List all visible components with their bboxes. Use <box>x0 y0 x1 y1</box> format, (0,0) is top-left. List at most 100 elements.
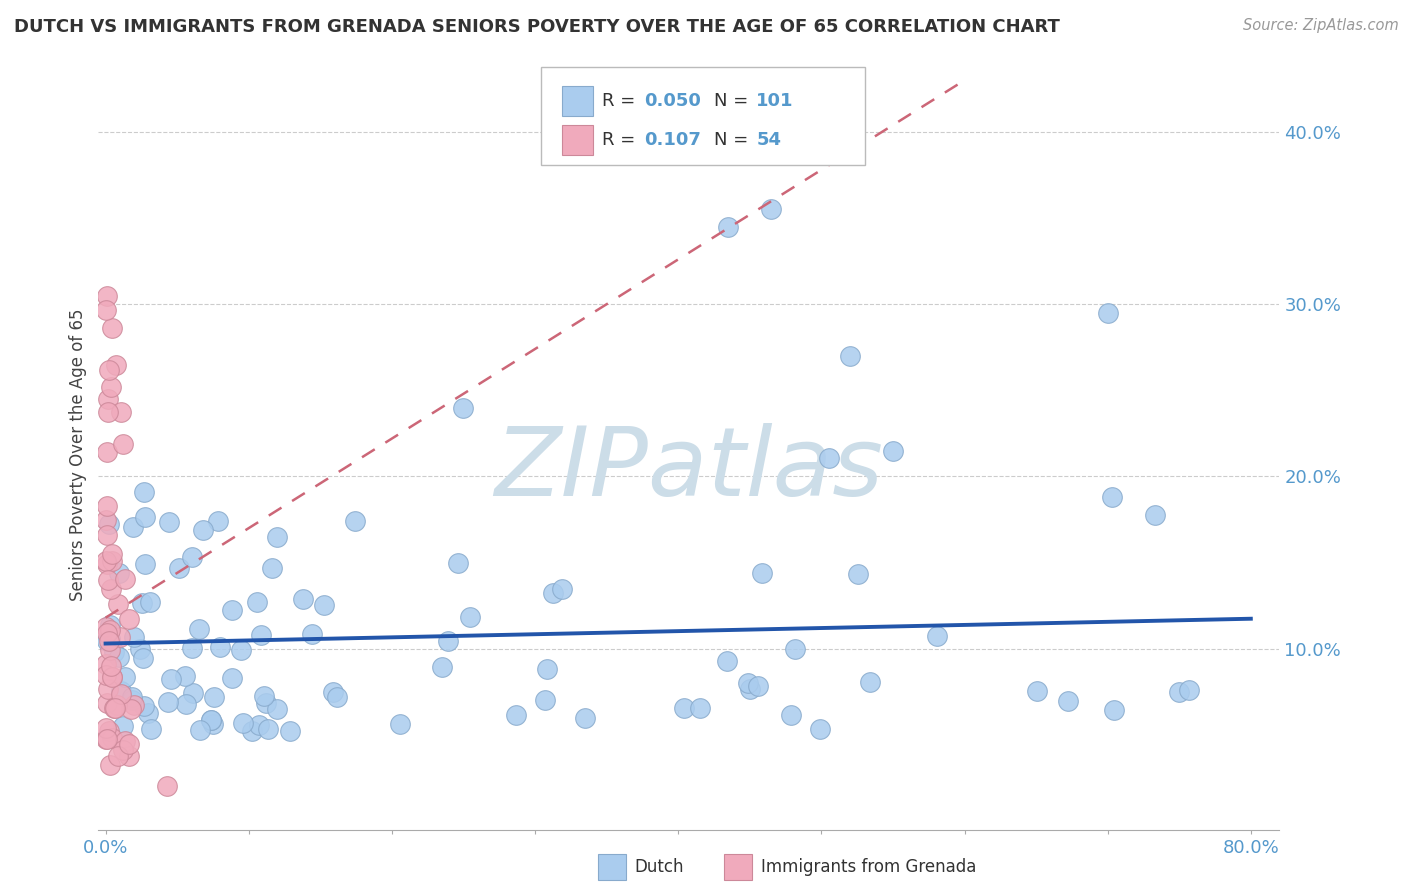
Point <box>761 202 783 217</box>
Point <box>121 692 143 706</box>
Point <box>301 626 323 640</box>
Point <box>232 716 254 731</box>
Point <box>180 641 202 656</box>
Point <box>96 633 118 648</box>
Point <box>156 696 179 710</box>
Point <box>817 450 839 465</box>
Point <box>96 288 118 302</box>
Point <box>436 634 458 648</box>
Text: 101: 101 <box>756 92 794 110</box>
Point <box>96 732 118 747</box>
Point <box>110 405 132 419</box>
Point <box>97 682 120 697</box>
Point <box>181 549 204 564</box>
Point <box>672 701 695 715</box>
Text: 0.050: 0.050 <box>644 92 700 110</box>
Point <box>96 619 118 633</box>
Point <box>139 595 162 609</box>
Point <box>240 723 263 738</box>
Point <box>174 669 197 683</box>
Point <box>156 779 179 793</box>
Point <box>1025 684 1047 698</box>
Point <box>551 582 574 596</box>
Point <box>447 556 470 570</box>
Point <box>389 717 412 731</box>
Point <box>181 686 204 700</box>
Point <box>254 696 277 710</box>
Point <box>221 671 243 685</box>
Text: 0.107: 0.107 <box>644 131 700 149</box>
Point <box>925 629 948 643</box>
Point <box>117 748 139 763</box>
Point <box>159 672 181 686</box>
Point <box>266 530 288 544</box>
Point <box>737 676 759 690</box>
Point <box>97 405 120 419</box>
Point <box>124 630 146 644</box>
Point <box>344 514 367 528</box>
Text: Dutch: Dutch <box>634 858 683 876</box>
Point <box>314 599 336 613</box>
Point <box>96 302 118 317</box>
Point <box>96 558 118 572</box>
Text: R =: R = <box>602 131 647 149</box>
Point <box>716 654 738 668</box>
Point <box>245 595 267 609</box>
Point <box>536 662 558 676</box>
Point <box>100 659 122 673</box>
Point <box>98 758 121 772</box>
Point <box>134 699 156 714</box>
Point <box>112 437 135 451</box>
Point <box>132 485 155 500</box>
Point <box>882 443 904 458</box>
Point <box>122 698 145 713</box>
Point <box>266 701 288 715</box>
Point <box>1101 490 1123 504</box>
Point <box>779 708 801 723</box>
Point <box>98 724 121 739</box>
Text: R =: R = <box>602 92 641 110</box>
Point <box>104 701 127 715</box>
Text: N =: N = <box>714 92 754 110</box>
Point <box>689 701 711 715</box>
Point <box>541 585 564 599</box>
Text: 54: 54 <box>756 131 782 149</box>
Point <box>121 690 143 705</box>
Point <box>291 592 314 607</box>
Point <box>505 707 527 722</box>
Point <box>1143 508 1166 522</box>
Point <box>101 731 124 745</box>
Point <box>253 689 276 703</box>
Point <box>96 528 118 542</box>
Point <box>98 516 121 531</box>
Point <box>174 697 197 711</box>
Point <box>785 642 807 657</box>
Point <box>101 321 124 335</box>
Point <box>96 553 118 567</box>
Point <box>96 721 118 735</box>
Point <box>97 392 120 406</box>
Point <box>187 622 209 636</box>
Point <box>1178 682 1201 697</box>
Point <box>134 510 156 524</box>
Text: N =: N = <box>714 131 754 149</box>
Point <box>247 718 270 732</box>
Text: DUTCH VS IMMIGRANTS FROM GRENADA SENIORS POVERTY OVER THE AGE OF 65 CORRELATION : DUTCH VS IMMIGRANTS FROM GRENADA SENIORS… <box>14 18 1060 36</box>
Point <box>132 650 155 665</box>
Point <box>201 717 224 731</box>
Point <box>432 659 454 673</box>
Point <box>738 682 761 697</box>
Point <box>808 722 831 736</box>
Point <box>1102 703 1125 717</box>
Point <box>110 684 132 698</box>
Point <box>322 685 344 699</box>
Point <box>200 713 222 727</box>
Point <box>100 670 122 684</box>
Point <box>118 612 141 626</box>
Point <box>101 553 124 567</box>
Point <box>751 566 773 580</box>
Point <box>108 649 131 664</box>
Point <box>105 698 128 713</box>
Point <box>747 679 769 693</box>
Point <box>717 219 740 234</box>
